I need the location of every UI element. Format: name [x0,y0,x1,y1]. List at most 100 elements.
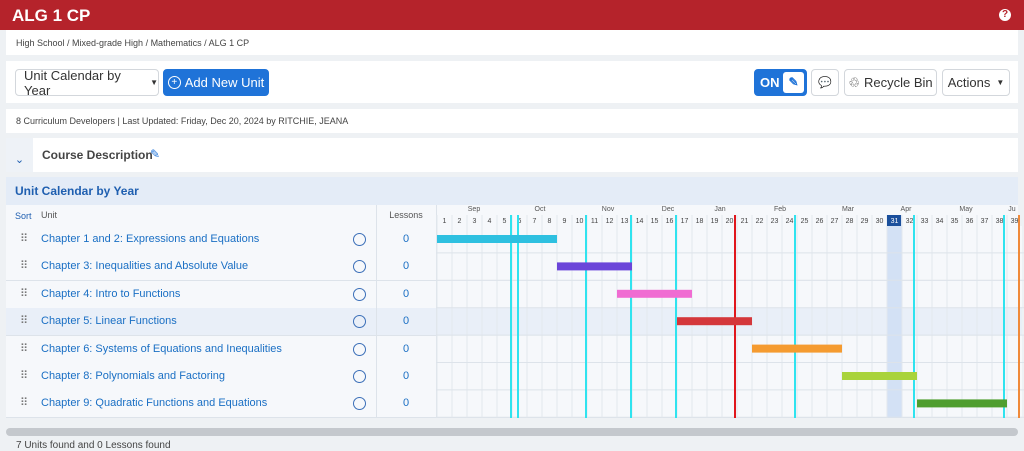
calendar-title: Unit Calendar by Year [15,184,139,198]
expand-icon[interactable] [353,397,366,411]
info-bar: 8 Curriculum Developers | Last Updated: … [6,109,1018,133]
expand-icon[interactable] [353,233,366,246]
expand-icon[interactable] [353,342,366,356]
week-label: 24 [786,218,794,225]
week-label: 33 [921,218,929,225]
expand-icon[interactable] [353,370,366,383]
month-label: Ju [1008,206,1016,213]
month-label: May [959,206,973,213]
unit-name[interactable]: Chapter 8: Polynomials and Factoring [41,370,226,382]
recycle-bin-button[interactable]: ♲ Recycle Bin [844,69,937,96]
expand-icon[interactable] [353,287,366,301]
column-separator [376,390,377,418]
recycle-icon: ♲ [848,74,860,90]
week-label: 18 [696,218,704,225]
week-label: 15 [651,218,659,225]
week-label: 28 [846,218,854,225]
info-text: 8 Curriculum Developers | Last Updated: … [16,116,349,126]
week-label: 23 [771,218,779,225]
unit-bar [842,372,917,380]
scrollbar[interactable] [6,428,1018,436]
drag-handle[interactable]: ⠿ [20,315,28,328]
month-label: Nov [602,206,615,213]
unit-name[interactable]: Chapter 5: Linear Functions [41,315,177,328]
unit-name[interactable]: Chapter 6: Systems of Equations and Ineq… [41,342,282,355]
view-dropdown[interactable]: Unit Calendar by Year ▼ [15,67,159,98]
week-label: 11 [591,218,598,225]
drag-handle[interactable]: ⠿ [20,370,28,382]
expand-icon[interactable] [353,315,366,329]
comment-button[interactable]: 💬 [811,69,839,96]
expand-chevron[interactable]: ⌄ [6,138,33,172]
calendar-header: Unit Calendar by Year [6,177,1018,206]
unit-name[interactable]: Chapter 4: Intro to Functions [41,287,181,300]
edit-toggle[interactable]: ON ✎ [754,69,807,96]
actions-dropdown[interactable]: Actions ▼ [942,69,1010,96]
month-label: Mar [842,206,855,213]
help-button[interactable]: ? [999,9,1011,21]
week-label: 36 [966,218,974,225]
breadcrumb-bar: High School / Mixed-grade High / Mathema… [6,30,1018,55]
week-label: 8 [548,218,552,225]
caret: ▼ [150,78,158,87]
lessons-count: 0 [402,342,410,355]
course-description-label[interactable]: Course Description [42,148,153,162]
lessons-count: 0 [402,233,410,245]
week-label: 3 [473,218,477,225]
month-label: Feb [774,206,786,213]
week-label: 37 [981,218,989,225]
row-background [437,363,1022,390]
row-background [437,280,1022,308]
unit-bar [437,235,557,243]
edit-icon[interactable]: ✎ [150,147,161,161]
month-label: Dec [662,206,675,213]
month-label: Oct [535,206,546,213]
timeline: Sep Oct Nov Dec Jan Feb Mar Apr May Ju 1… [436,206,1024,418]
plus-icon: + [167,76,181,89]
unit-name[interactable]: Chapter 3: Inequalities and Absolute Val… [41,260,249,273]
unit-bar [557,262,632,271]
drag-handle[interactable]: ⠿ [20,233,28,245]
week-label: 27 [831,218,839,225]
breadcrumb[interactable]: High School / Mixed-grade High / Mathema… [16,38,250,48]
drag-handle[interactable]: ⠿ [20,342,28,355]
week-label: 30 [876,218,884,225]
toggle-label: ON [760,75,780,90]
week-label: 29 [861,218,869,225]
week-label: 31 [891,218,899,225]
column-separator [376,205,377,226]
column-separator [376,280,377,308]
week-label: 21 [741,218,749,225]
month-label: Jan [714,206,725,213]
week-label: 14 [636,218,644,225]
current-week-badge [887,215,901,226]
week-label: 20 [726,218,734,225]
week-label: 34 [936,218,944,225]
drag-handle[interactable]: ⠿ [20,397,28,410]
sort-link[interactable]: Sort [15,211,32,221]
view-label: Unit Calendar by Year [24,67,121,98]
pencil-icon: ✎ [783,72,804,93]
unit-bar [752,344,842,353]
course-description-bar: ⌄ Course Description ✎ [6,138,1018,172]
unit-bar [617,289,692,298]
drag-handle[interactable]: ⠿ [20,260,28,273]
expand-icon[interactable] [353,260,366,274]
unit-name[interactable]: Chapter 1 and 2: Expressions and Equatio… [41,233,260,245]
add-unit-button[interactable]: + Add New Unit [163,69,269,96]
unit-bar [917,399,1007,408]
course-title: ALG 1 CP [12,6,91,25]
footer-summary: 7 Units found and 0 Lessons found [16,440,171,451]
week-label: 7 [533,218,537,225]
month-label: Sep [468,206,481,213]
drag-handle[interactable]: ⠿ [20,287,28,300]
month-label: Apr [901,206,913,213]
week-label: 10 [576,218,584,225]
unit-name[interactable]: Chapter 9: Quadratic Functions and Equat… [41,397,268,410]
row-background [437,253,1022,280]
lessons-count: 0 [402,370,410,382]
recycle-label: Recycle Bin [864,75,933,90]
column-separator [376,335,377,363]
week-label: 19 [711,218,719,225]
caret: ▼ [996,78,1005,87]
